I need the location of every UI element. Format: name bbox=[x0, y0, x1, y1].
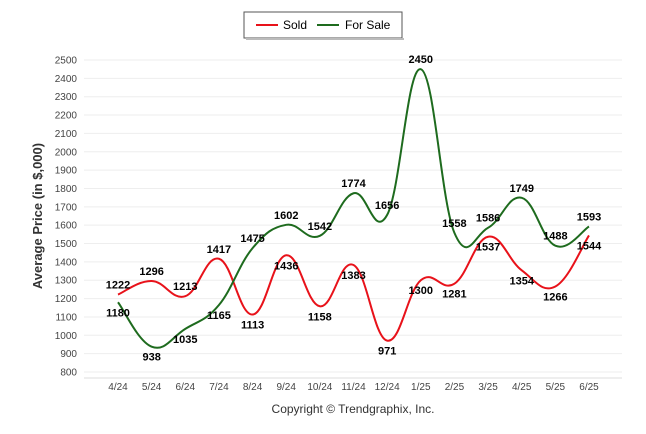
x-tick-label: 4/25 bbox=[512, 382, 532, 393]
x-tick-label: 5/25 bbox=[546, 382, 566, 393]
data-label-for-sale: 2450 bbox=[409, 54, 433, 66]
x-tick-label: 7/24 bbox=[209, 382, 229, 393]
data-label-for-sale: 1180 bbox=[106, 307, 130, 319]
data-label-sold: 1383 bbox=[341, 270, 365, 282]
x-tick-label: 3/25 bbox=[478, 382, 498, 393]
data-label-for-sale: 938 bbox=[142, 352, 160, 364]
y-tick-label: 2500 bbox=[55, 56, 78, 67]
y-axis-title: Average Price (in $,000) bbox=[30, 143, 45, 289]
legend: Sold For Sale bbox=[243, 11, 404, 40]
x-axis-ticks: 4/24 5/24 6/24 7/24 8/24 9/24 10/24 11/24 12/24 1… bbox=[108, 382, 599, 393]
x-tick-label: 8/24 bbox=[243, 382, 263, 393]
data-label-sold: 1113 bbox=[241, 320, 264, 332]
x-tick-label: 6/25 bbox=[579, 382, 599, 393]
grid bbox=[84, 59, 622, 379]
y-tick-label: 1700 bbox=[55, 202, 78, 213]
y-tick-label: 1600 bbox=[55, 221, 78, 232]
y-tick-label: 2100 bbox=[55, 129, 78, 140]
data-label-sold: 1222 bbox=[106, 280, 130, 292]
x-tick-label: 10/24 bbox=[307, 382, 332, 393]
legend-box-shadow bbox=[246, 38, 404, 40]
data-label-sold: 1300 bbox=[409, 285, 433, 297]
y-tick-label: 1200 bbox=[55, 294, 78, 305]
y-axis-ticks: 800 900 1000 1100 1200 1300 1400 1500 1600 1700 18… bbox=[55, 56, 78, 379]
y-tick-label: 1000 bbox=[55, 331, 78, 342]
y-tick-label: 2000 bbox=[55, 147, 78, 158]
data-label-sold: 1417 bbox=[207, 244, 231, 256]
legend-label-for-sale: For Sale bbox=[345, 18, 391, 32]
y-tick-label: 800 bbox=[60, 368, 77, 379]
y-tick-label: 1900 bbox=[55, 166, 78, 177]
x-tick-label: 2/25 bbox=[445, 382, 465, 393]
data-label-sold: 971 bbox=[378, 346, 396, 358]
data-label-for-sale: 1488 bbox=[543, 231, 567, 243]
data-label-for-sale: 1165 bbox=[207, 310, 231, 322]
x-tick-label: 6/24 bbox=[176, 382, 196, 393]
data-label-for-sale: 1542 bbox=[308, 221, 332, 233]
series-lines bbox=[117, 68, 590, 349]
data-label-sold: 1537 bbox=[476, 242, 500, 254]
data-label-sold: 1158 bbox=[308, 311, 332, 323]
data-label-sold: 1296 bbox=[139, 266, 163, 278]
data-label-for-sale: 1656 bbox=[375, 200, 399, 212]
x-tick-label: 11/24 bbox=[341, 382, 366, 393]
y-tick-label: 1400 bbox=[55, 257, 78, 268]
y-tick-label: 1300 bbox=[55, 276, 78, 287]
x-tick-label: 12/24 bbox=[375, 382, 400, 393]
x-tick-label: 9/24 bbox=[276, 382, 296, 393]
data-label-sold: 1281 bbox=[442, 289, 466, 301]
x-tick-label: 4/24 bbox=[108, 382, 128, 393]
series-line-sold bbox=[117, 234, 590, 342]
data-label-for-sale: 1749 bbox=[509, 183, 533, 195]
x-tick-label: 1/25 bbox=[411, 382, 431, 393]
y-tick-label: 2400 bbox=[55, 74, 78, 85]
data-label-for-sale: 1558 bbox=[442, 218, 466, 230]
data-label-for-sale: 1602 bbox=[274, 210, 298, 222]
data-label-sold: 1266 bbox=[543, 291, 567, 303]
y-tick-label: 1100 bbox=[55, 312, 77, 323]
y-tick-label: 2300 bbox=[55, 92, 78, 103]
data-label-for-sale: 1586 bbox=[476, 213, 500, 225]
x-tick-label: 5/24 bbox=[142, 382, 162, 393]
data-label-sold: 1354 bbox=[509, 275, 534, 287]
copyright-text: Copyright © Trendgraphix, Inc. bbox=[272, 402, 435, 416]
y-tick-label: 2200 bbox=[55, 111, 78, 122]
data-label-for-sale: 1774 bbox=[341, 178, 366, 190]
data-label-for-sale: 1593 bbox=[577, 211, 601, 223]
data-label-sold: 1436 bbox=[274, 260, 298, 272]
data-labels: 1222 1296 1213 1417 1113 1436 1158 1383 971 1300 1… bbox=[106, 54, 602, 363]
data-label-for-sale: 1475 bbox=[240, 233, 264, 245]
y-tick-label: 900 bbox=[60, 349, 77, 360]
y-tick-label: 1500 bbox=[55, 239, 78, 250]
data-label-sold: 1544 bbox=[577, 240, 602, 252]
data-label-for-sale: 1035 bbox=[173, 334, 197, 346]
data-label-sold: 1213 bbox=[173, 281, 197, 293]
legend-label-sold: Sold bbox=[283, 18, 307, 32]
series-line-for-sale bbox=[117, 68, 590, 349]
y-tick-label: 1800 bbox=[55, 184, 78, 195]
